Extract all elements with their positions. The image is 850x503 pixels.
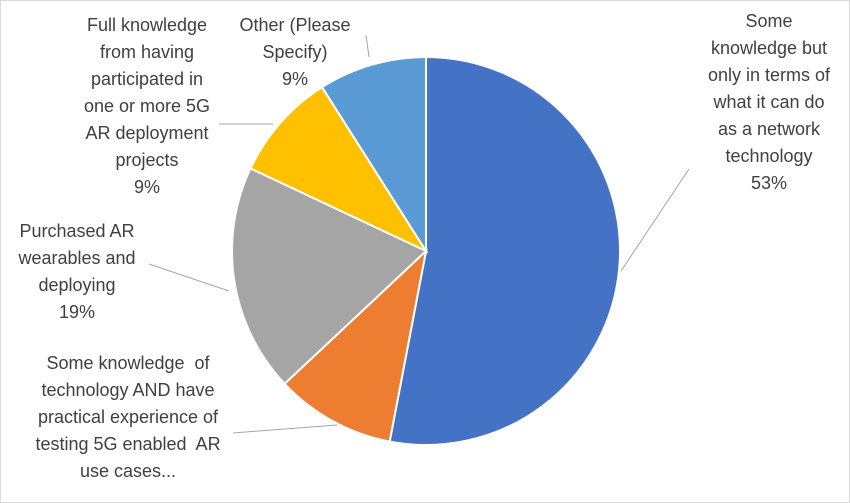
slice-label-line: wearables and bbox=[17, 248, 135, 268]
slice-value-label: 19% bbox=[59, 302, 95, 322]
slice-label-line: one or more 5G bbox=[84, 96, 210, 116]
pie-slice-4 bbox=[320, 55, 427, 255]
slice-label-3: Full knowledge from having participated in… bbox=[84, 15, 210, 197]
slice-label-line: from having bbox=[100, 42, 194, 62]
slice-label-line: Full knowledge bbox=[87, 15, 207, 35]
slice-label-line: only in terms of bbox=[708, 65, 831, 85]
leader-line-2 bbox=[148, 263, 230, 292]
slice-label-line: knowledge but bbox=[711, 38, 827, 58]
slice-label-line: Specify) bbox=[262, 42, 327, 62]
slice-label-1: Some knowledge of technology AND have prac… bbox=[35, 353, 220, 481]
slice-label-line: Some bbox=[745, 11, 792, 31]
slice-label-line: Purchased AR bbox=[19, 221, 134, 241]
slice-label-line: testing 5G enabled AR bbox=[35, 434, 220, 454]
pie-slice-2 bbox=[231, 167, 428, 386]
pie-slice-3 bbox=[249, 85, 429, 254]
slice-label-0: Some knowledge but only in terms of what it… bbox=[708, 11, 831, 193]
slice-label-2: Purchased AR wearables and deploying 19% bbox=[17, 221, 135, 322]
slice-value-label: 9% bbox=[282, 69, 308, 89]
leader-line-4 bbox=[365, 34, 370, 58]
slice-label-line: Some knowledge of bbox=[46, 353, 210, 373]
pie-slices bbox=[231, 55, 621, 446]
slice-label-line: as a network bbox=[718, 119, 821, 139]
slice-label-line: use cases... bbox=[80, 461, 176, 481]
slice-label-line: technology bbox=[725, 146, 812, 166]
slice-label-line: AR deployment bbox=[85, 123, 208, 143]
slice-value-label: 53% bbox=[751, 173, 787, 193]
pie-slice-1 bbox=[283, 248, 428, 443]
slice-label-line: projects bbox=[115, 150, 178, 170]
slice-label-line: deploying bbox=[38, 275, 115, 295]
leader-line-0 bbox=[620, 168, 690, 272]
slice-label-line: participated in bbox=[91, 69, 203, 89]
slice-label-line: what it can do bbox=[712, 92, 824, 112]
slice-label-line: Other (Please bbox=[239, 15, 350, 35]
slice-label-line: practical experience of bbox=[38, 407, 219, 427]
leader-line-1 bbox=[232, 424, 338, 434]
slice-label-4: Other (Please Specify) 9% bbox=[239, 15, 350, 89]
slice-value-label: 9% bbox=[134, 177, 160, 197]
slice-label-line: technology AND have bbox=[41, 380, 214, 400]
pie-slice-0 bbox=[388, 55, 621, 446]
leader-lines bbox=[148, 34, 690, 434]
slice-labels: Some knowledge but only in terms of what it… bbox=[17, 11, 831, 481]
